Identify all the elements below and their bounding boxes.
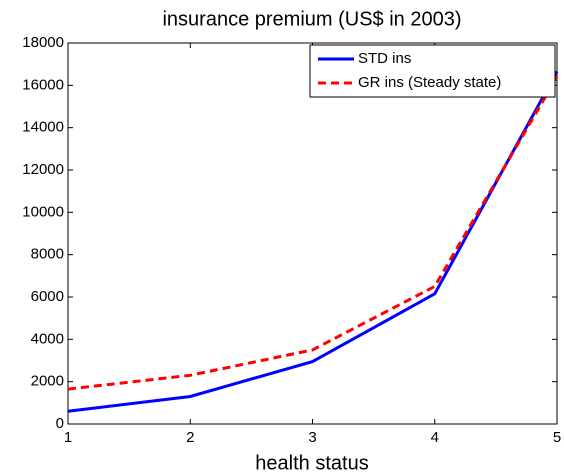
y-tick-label: 8000 (31, 246, 64, 263)
data-line (67, 76, 559, 391)
plot-area (67, 42, 558, 425)
legend-box (309, 44, 556, 98)
y-tick-label: 0 (56, 415, 64, 432)
y-tick-label: 4000 (31, 330, 64, 347)
x-tick-label: 2 (186, 429, 194, 446)
y-tick-label: 14000 (22, 119, 64, 136)
y-tick-label: 2000 (31, 373, 64, 390)
x-axis-label: health status (255, 452, 368, 474)
legend-label: STD ins (358, 50, 411, 67)
y-tick-label: 18000 (22, 34, 64, 51)
x-tick-label: 1 (64, 429, 72, 446)
y-tick-label: 16000 (22, 76, 64, 93)
y-tick-label: 6000 (31, 288, 64, 305)
legend-label: GR ins (Steady state) (358, 74, 501, 91)
x-tick-label: 5 (553, 429, 561, 446)
y-tick-label: 10000 (22, 203, 64, 220)
x-tick-label: 4 (431, 429, 439, 446)
chart-title: insurance premium (US$ in 2003) (162, 8, 461, 30)
data-line (67, 70, 559, 413)
y-tick-label: 12000 (22, 161, 64, 178)
x-tick-label: 3 (308, 429, 316, 446)
